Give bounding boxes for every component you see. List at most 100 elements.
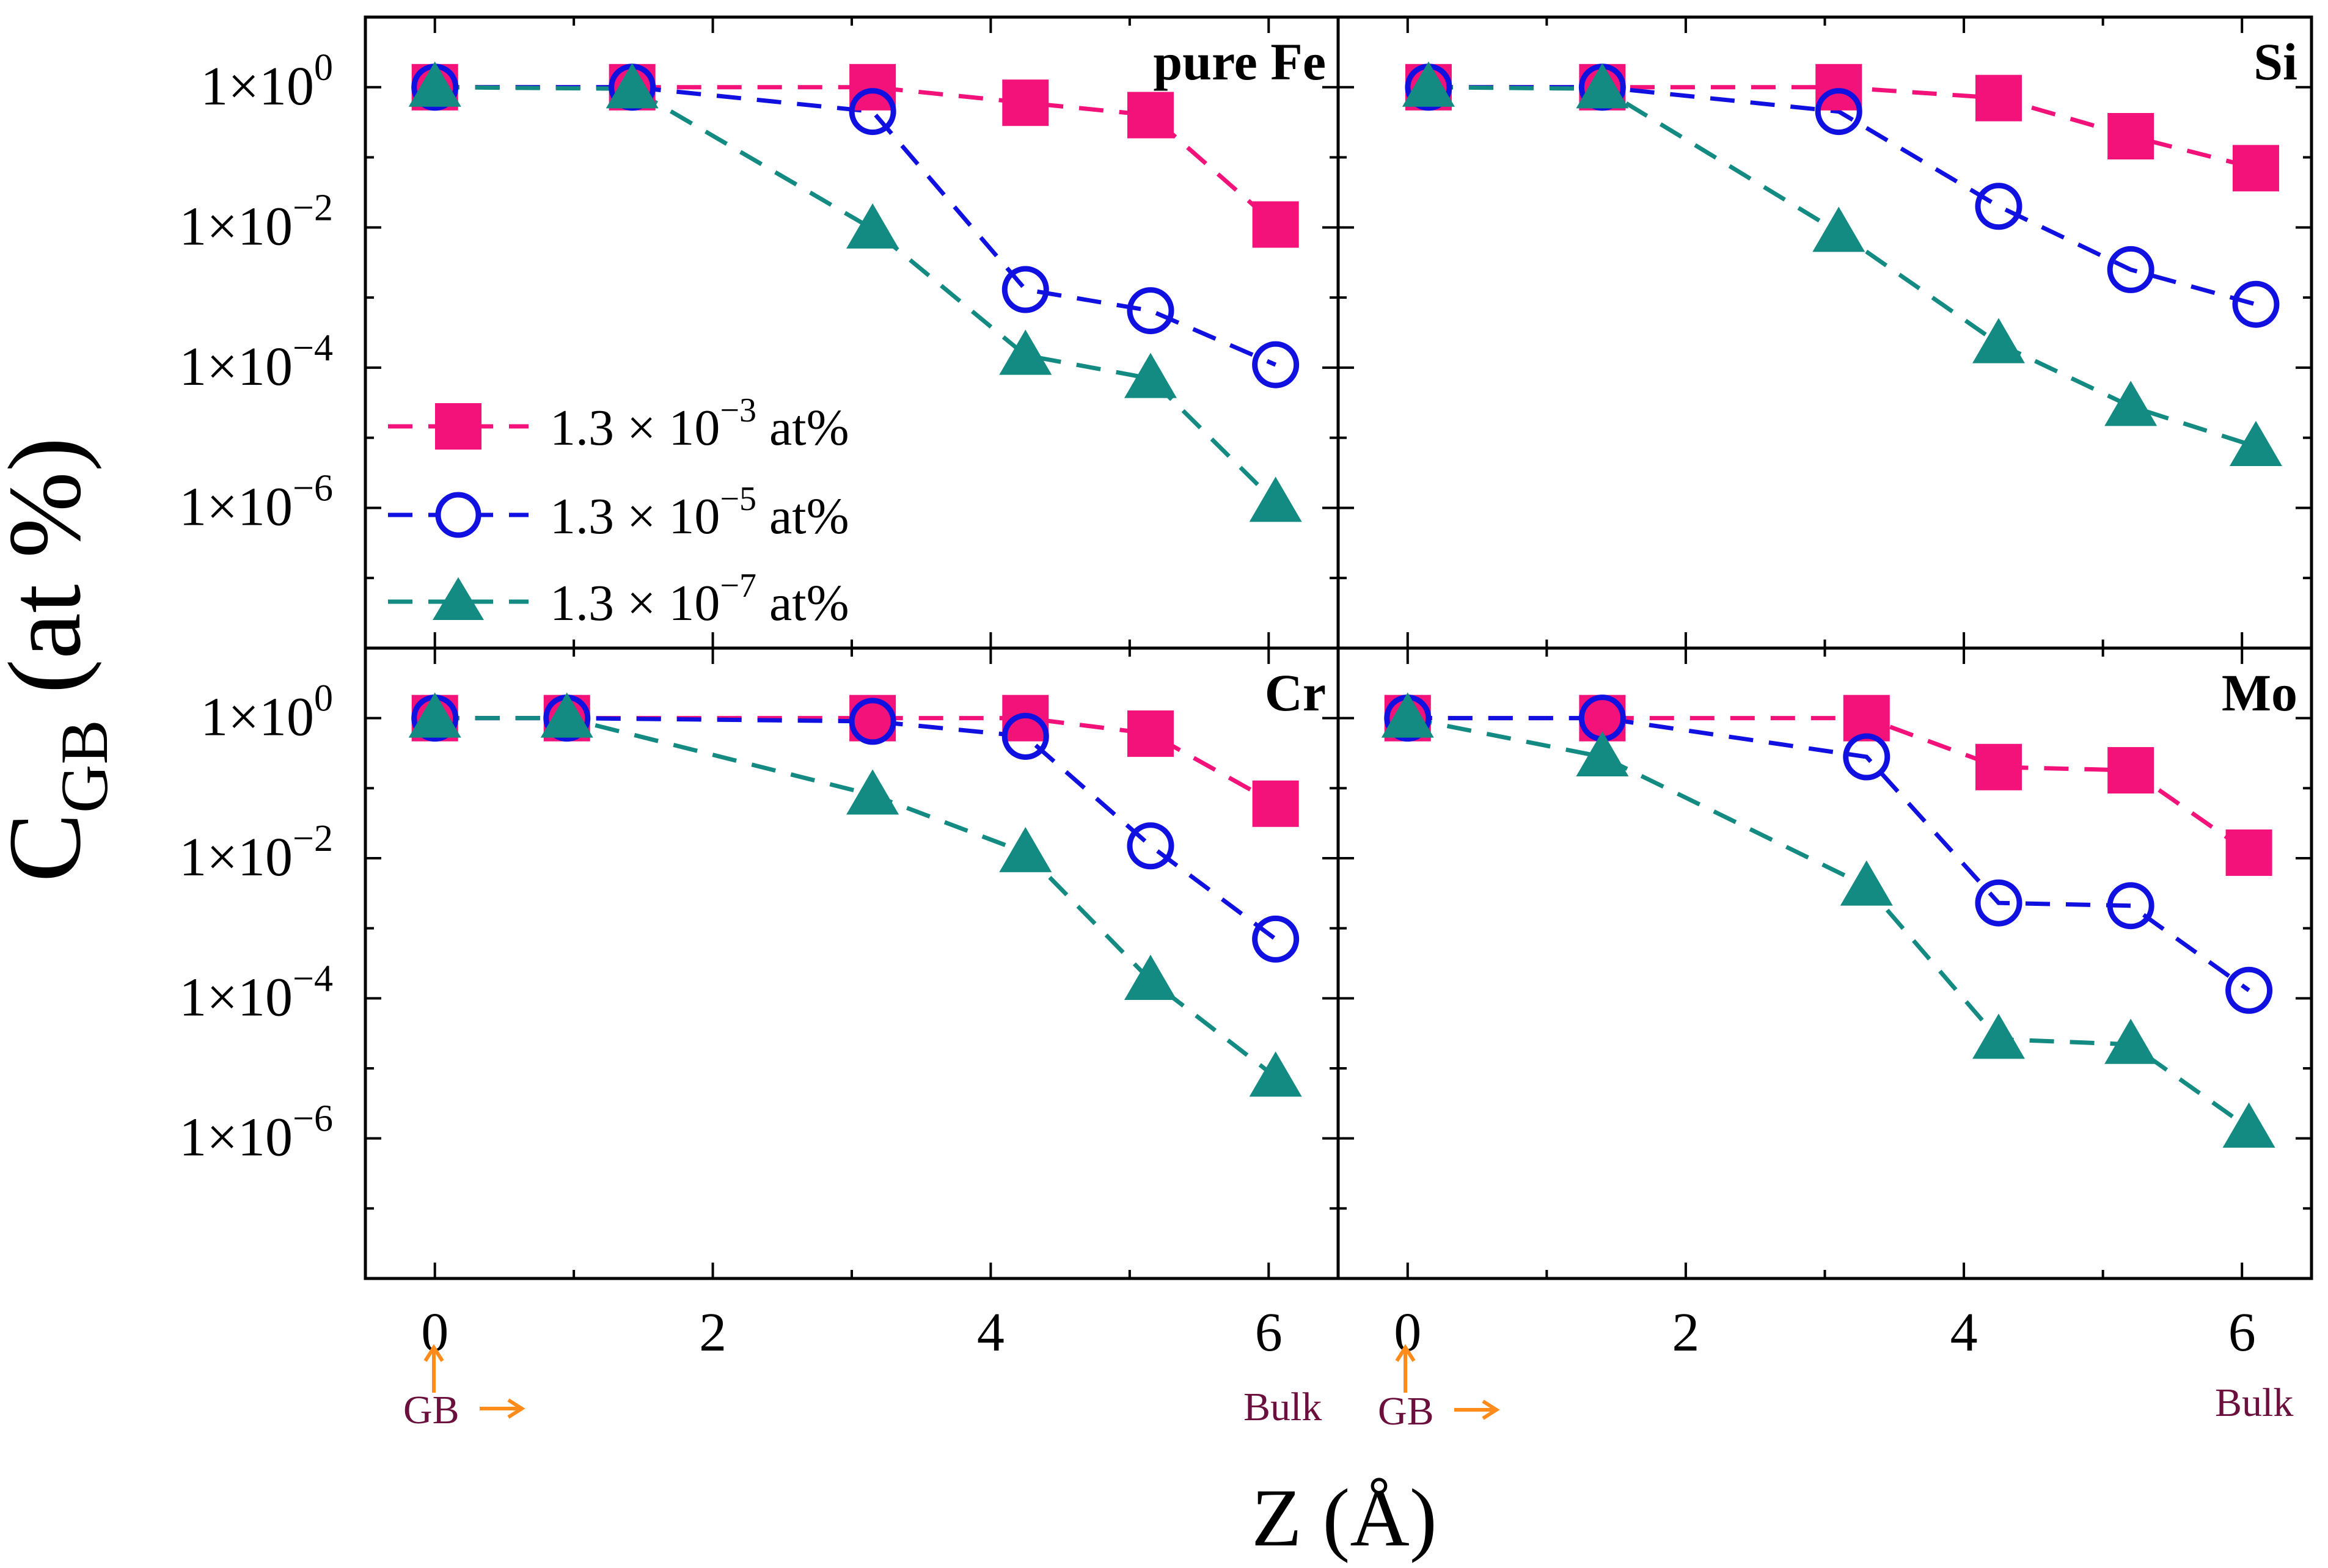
legend-label-1: 1.3 × 10−3 at% bbox=[550, 392, 849, 456]
data-point-square bbox=[1127, 92, 1174, 139]
triangle-marker-icon bbox=[433, 577, 484, 620]
gb-up-arrow-icon bbox=[1395, 1344, 1416, 1393]
series-line-2 bbox=[1407, 716, 2250, 993]
data-point-triangle bbox=[2229, 421, 2282, 467]
x-tick-label: 4 bbox=[1950, 1302, 1978, 1363]
legend-label-2: 1.3 × 10−5 at% bbox=[550, 480, 849, 545]
x-tick-label: 2 bbox=[699, 1302, 727, 1363]
data-point-triangle bbox=[1812, 206, 1865, 252]
data-point-triangle bbox=[2222, 1102, 2275, 1148]
legend-entry-3: 1.3 × 10−7 at% bbox=[388, 567, 849, 632]
series-line-2 bbox=[434, 716, 1277, 941]
panel-mo: 0 2 4 6Mo bbox=[1336, 646, 2313, 1363]
gb-label: GB bbox=[403, 1388, 459, 1432]
series-line-3 bbox=[434, 716, 1277, 1079]
data-point-triangle bbox=[1840, 860, 1893, 906]
y-axis-label-sub: GB bbox=[47, 720, 122, 813]
data-point-square bbox=[1252, 780, 1299, 827]
series-line-3 bbox=[1428, 85, 2257, 449]
data-point-triangle bbox=[1249, 476, 1302, 522]
y-axis-label-tail: (at %) bbox=[0, 437, 102, 720]
data-point-circle bbox=[2107, 246, 2154, 293]
circle-marker-icon bbox=[435, 492, 481, 538]
panel-frame bbox=[1336, 646, 2313, 1280]
data-point-triangle bbox=[846, 769, 899, 815]
data-point-circle bbox=[1843, 733, 1891, 781]
y-tick-label: 1×100 bbox=[200, 678, 333, 748]
data-point-circle bbox=[1815, 88, 1862, 136]
legend-entry-2: 1.3 × 10−5 at% bbox=[388, 480, 849, 545]
x-tick-label: 2 bbox=[1672, 1302, 1699, 1363]
data-point-circle bbox=[1127, 287, 1174, 335]
panel-si: Si bbox=[1336, 15, 2313, 650]
data-point-circle bbox=[2232, 280, 2280, 328]
data-point-triangle bbox=[1249, 1051, 1302, 1097]
series-line-3 bbox=[434, 85, 1278, 504]
data-point-square bbox=[2225, 829, 2272, 876]
gb-right-arrow-icon bbox=[480, 1398, 525, 1419]
y-tick-label: 1×10−2 bbox=[179, 187, 333, 257]
legend-entry-1: 1.3 × 10−3 at% bbox=[388, 392, 849, 456]
data-point-circle bbox=[849, 88, 896, 136]
data-point-circle bbox=[1127, 822, 1174, 870]
data-point-square bbox=[2107, 747, 2154, 794]
square-marker-icon bbox=[435, 403, 481, 450]
data-point-triangle bbox=[1576, 63, 1629, 109]
bulk-label: Bulk bbox=[1243, 1385, 1322, 1429]
panel-title: Si bbox=[2253, 32, 2297, 91]
panel-frame bbox=[364, 646, 1340, 1280]
panel-title: Cr bbox=[1265, 663, 1326, 722]
data-point-triangle bbox=[1381, 692, 1434, 738]
data-point-circle bbox=[1252, 915, 1300, 963]
data-point-circle bbox=[849, 698, 896, 745]
data-point-circle bbox=[1001, 712, 1049, 760]
annotation-left: GB Bulk bbox=[403, 1344, 1322, 1432]
data-point-square bbox=[2107, 113, 2154, 160]
data-point-triangle bbox=[1972, 1013, 2025, 1059]
x-tick-label: 6 bbox=[1255, 1302, 1283, 1363]
data-point-triangle bbox=[2104, 1018, 2158, 1064]
panel-title: pure Fe bbox=[1153, 32, 1326, 91]
data-point-circle bbox=[2225, 966, 2273, 1014]
y-axis-label-main: C bbox=[0, 813, 102, 882]
panel-pure-fe: 1×100 1×10−2 1×10−4 1×10−6 pure Fe bbox=[179, 15, 1340, 650]
data-point-circle bbox=[1975, 879, 2022, 927]
y-tick-label: 1×10−4 bbox=[179, 327, 333, 397]
data-point-circle bbox=[1252, 341, 1300, 388]
y-tick-label: 1×10−6 bbox=[179, 1098, 333, 1168]
data-point-triangle bbox=[846, 203, 899, 249]
data-point-triangle bbox=[1402, 61, 1455, 107]
legend: 1.3 × 10−3 at% 1.3 × 10−5 at% 1.3 × 10−7… bbox=[388, 392, 849, 632]
data-point-triangle bbox=[2104, 381, 2158, 426]
data-point-triangle bbox=[999, 329, 1052, 375]
data-point-square bbox=[1815, 64, 1862, 111]
panel-title: Mo bbox=[2222, 663, 2297, 722]
y-tick-label: 1×10−2 bbox=[179, 818, 333, 888]
data-point-triangle bbox=[408, 692, 461, 738]
data-point-triangle bbox=[540, 692, 593, 738]
data-point-triangle bbox=[408, 61, 461, 107]
data-point-triangle bbox=[1124, 352, 1177, 398]
data-point-triangle bbox=[1972, 318, 2025, 363]
x-tick-label: 4 bbox=[977, 1302, 1005, 1363]
data-point-triangle bbox=[1124, 955, 1177, 1001]
data-point-triangle bbox=[606, 63, 659, 109]
x-tick-label: 6 bbox=[2228, 1302, 2256, 1363]
data-point-square bbox=[1975, 743, 2022, 790]
data-point-circle bbox=[1975, 183, 2022, 230]
data-point-square bbox=[2232, 145, 2279, 192]
data-point-square bbox=[849, 64, 896, 111]
data-point-square bbox=[1127, 710, 1174, 757]
data-point-triangle bbox=[999, 826, 1052, 872]
data-point-circle bbox=[1001, 266, 1049, 313]
data-point-square bbox=[1252, 201, 1299, 248]
data-point-triangle bbox=[1576, 731, 1629, 777]
y-tick-label: 1×10−4 bbox=[179, 958, 333, 1027]
data-point-circle bbox=[2107, 882, 2154, 930]
legend-label-3: 1.3 × 10−7 at% bbox=[550, 567, 849, 632]
x-axis-label: Z (Å) bbox=[1251, 1473, 1437, 1564]
gb-label: GB bbox=[1378, 1389, 1434, 1434]
